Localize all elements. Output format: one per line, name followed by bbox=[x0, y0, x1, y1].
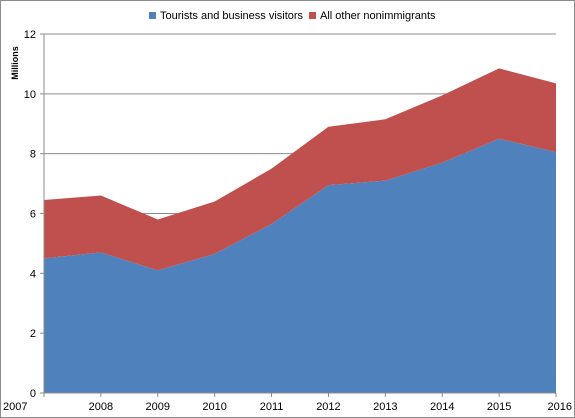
plot-areas bbox=[44, 68, 556, 393]
y-tick-label: 8 bbox=[30, 149, 36, 161]
legend: Tourists and business visitors All other … bbox=[149, 10, 436, 22]
x-tick-label: 2014 bbox=[430, 401, 454, 413]
y-tick-label: 4 bbox=[30, 268, 36, 280]
x-tick-label: 2013 bbox=[373, 401, 397, 413]
x-tick-label: 2012 bbox=[316, 401, 340, 413]
series-area-2 bbox=[44, 68, 556, 271]
x-tick-label: 2009 bbox=[146, 401, 170, 413]
series-area-1 bbox=[44, 138, 556, 393]
x-tick-label: 2010 bbox=[202, 401, 226, 413]
y-tick-label: 6 bbox=[30, 209, 36, 221]
y-axis-label: Millions bbox=[10, 46, 20, 80]
y-tick-label: 10 bbox=[24, 89, 36, 101]
x-tick-label: 2015 bbox=[487, 401, 511, 413]
y-tick-label: 12 bbox=[24, 29, 36, 41]
x-tick-label: 2016 bbox=[548, 401, 572, 413]
legend-label-2: All other nonimmigrants bbox=[320, 10, 436, 22]
legend-swatch-2 bbox=[309, 12, 316, 19]
y-tick-label: 2 bbox=[30, 328, 36, 340]
axes bbox=[40, 33, 557, 397]
y-tick-labels: 0 2 4 6 8 10 12 bbox=[24, 29, 36, 400]
x-tick-label: 2008 bbox=[89, 401, 113, 413]
y-tick-label: 0 bbox=[30, 388, 36, 400]
x-tick-label: 2007 bbox=[3, 401, 27, 413]
x-tick-label: 2011 bbox=[260, 401, 284, 413]
legend-label-1: Tourists and business visitors bbox=[160, 10, 304, 22]
legend-swatch-1 bbox=[149, 12, 156, 19]
x-tick-labels: 2007 2008 2009 2010 2011 2012 2013 2014 2015 2016 bbox=[3, 401, 572, 413]
